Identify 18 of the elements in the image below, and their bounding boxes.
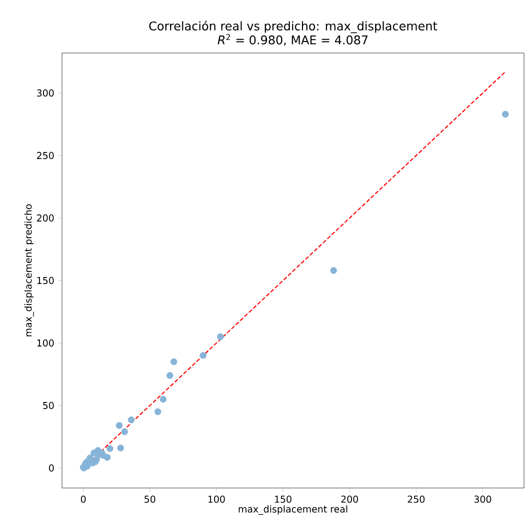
x-axis-title: max_displacement real: [238, 505, 348, 515]
y-tick-label: 250: [37, 152, 54, 160]
x-tick-label: 50: [144, 496, 156, 503]
y-tick-label: 300: [37, 89, 54, 97]
y-tick-label: 100: [37, 339, 54, 347]
x-tick-label: 250: [408, 496, 425, 503]
y-tick-label: 200: [37, 214, 54, 222]
chart-title: Correlación real vs predicho: max_displacement: [149, 20, 438, 34]
x-tick-label: 200: [341, 496, 358, 503]
x-tick-label: 100: [208, 496, 225, 503]
y-tick-label: 0: [48, 464, 54, 472]
x-tick-label: 0: [80, 496, 86, 503]
y-tick-label: 150: [37, 276, 54, 284]
y-tick-label: 50: [43, 402, 54, 410]
chart-subtitle: R$^{2}$ = 0.980, MAE = 4.087: [218, 34, 368, 46]
x-tick-label: 300: [474, 496, 492, 503]
y-axis-title: max_displacement predicho: [24, 204, 34, 336]
x-tick-label: 150: [275, 496, 292, 503]
